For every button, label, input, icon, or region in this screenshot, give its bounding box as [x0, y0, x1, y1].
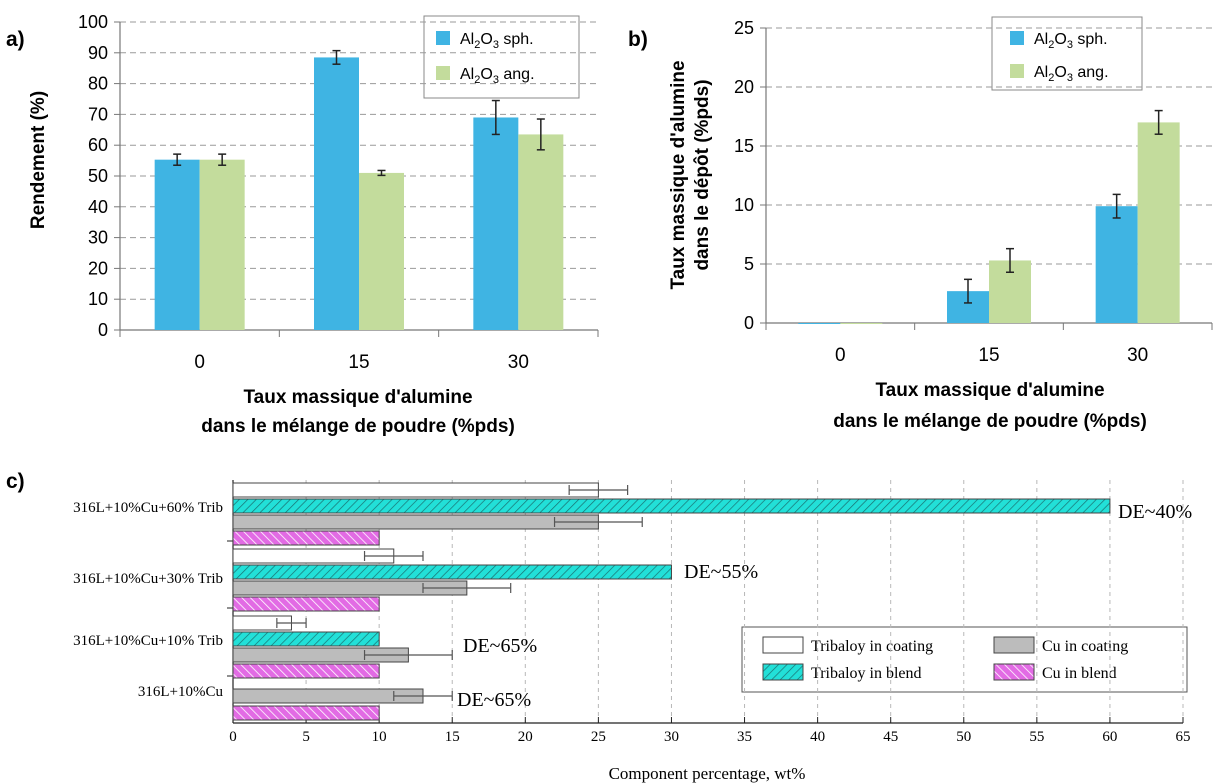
chart-b-legend-swatch-sph — [1010, 31, 1024, 45]
chart-a: Rendement (%) Taux massique d'alumine da… — [28, 12, 599, 437]
chart-b: Taux massique d'alumine dans le dépôt (%… — [668, 16, 1213, 432]
chart-b-xlabel-line1: Taux massique d'alumine — [875, 380, 1104, 401]
chart-a-bar-sph — [154, 159, 200, 330]
chart-c-legend-swatch-0 — [762, 636, 804, 654]
chart-b-ytick-label: 25 — [734, 18, 754, 38]
chart-b-ytick-label: 5 — [744, 254, 754, 274]
chart-c-legend-label-2: Cu in coating — [1042, 638, 1128, 655]
chart-c-annotation: DE~55% — [684, 561, 758, 583]
chart-a-xtick-label: 0 — [194, 352, 205, 373]
chart-c-xtick-label: 50 — [956, 729, 971, 745]
chart-c-legend-label-0: Tribaloy in coating — [811, 638, 933, 655]
chart-a-ylabel: Rendement (%) — [28, 91, 49, 229]
chart-a-legend-swatch-sph — [436, 31, 450, 45]
chart-c-legend-swatch-2 — [993, 636, 1035, 654]
chart-a-xtick-label: 15 — [348, 352, 369, 373]
chart-c-category-label: 316L+10%Cu+10% Trib — [73, 633, 223, 649]
chart-c-xlabel: Component percentage, wt% — [609, 764, 806, 783]
chart-a-ytick-label: 50 — [88, 166, 108, 186]
chart-c-bar-cu-in-blend — [232, 663, 380, 679]
chart-b-ytick-label: 10 — [734, 195, 754, 215]
chart-a-bar-ang — [518, 134, 564, 330]
chart-a-bar-ang — [359, 172, 404, 330]
chart-c-category-label: 316L+10%Cu+30% Trib — [73, 571, 223, 587]
chart-a-ytick-label: 10 — [88, 289, 108, 309]
chart-b-ytick-label: 15 — [734, 136, 754, 156]
chart-c-xtick-label: 5 — [302, 729, 310, 745]
chart-c-category-label: 316L+10%Cu+60% Trib — [73, 500, 223, 516]
chart-c-annotation: DE~65% — [457, 689, 531, 711]
chart-b-xtick-label: 15 — [978, 345, 999, 366]
panel-label-a: a) — [6, 28, 25, 51]
chart-a-ytick-label: 100 — [78, 12, 108, 32]
chart-c-xtick-label: 0 — [229, 729, 237, 745]
chart-a-xlabel-line2: dans le mélange de poudre (%pds) — [201, 416, 515, 437]
chart-c-category-label: 316L+10%Cu — [138, 684, 224, 700]
chart-a-xlabel-line1: Taux massique d'alumine — [243, 387, 472, 408]
chart-b-xtick-label: 30 — [1127, 345, 1148, 366]
chart-a-legend-swatch-ang — [436, 66, 450, 80]
chart-c-xtick-label: 40 — [810, 729, 825, 745]
chart-c-xtick-label: 60 — [1102, 729, 1117, 745]
chart-a-ytick-label: 90 — [88, 43, 108, 63]
chart-c-xtick-label: 20 — [518, 729, 533, 745]
chart-a-ytick-label: 20 — [88, 258, 108, 278]
chart-b-ylabel-line1: Taux massique d'alumine — [668, 60, 689, 289]
chart-b-bar-sph — [1095, 206, 1138, 323]
chart-c-bar-cu-in-coating — [232, 514, 599, 530]
chart-a-ytick-label: 80 — [88, 74, 108, 94]
chart-c-bar-cu-in-blend — [232, 530, 380, 546]
chart-a-ytick-label: 0 — [98, 320, 108, 340]
chart-b-ylabel-line2: dans le dépôt (%pds) — [692, 79, 713, 270]
chart-c-bar-tribaloy-in-coating — [232, 482, 599, 498]
chart-a-ytick-label: 70 — [88, 104, 108, 124]
chart-c-bar-tribaloy-in-blend — [232, 498, 1111, 514]
chart-c-annotation: DE~40% — [1118, 501, 1192, 523]
chart-c-legend-swatch-1 — [762, 663, 804, 681]
chart-c-legend-swatch-3 — [993, 663, 1035, 681]
chart-c-legend: Tribaloy in coating Cu in coating Tribal… — [741, 626, 1188, 693]
chart-b-bar-ang — [1137, 122, 1180, 324]
chart-c-xtick-label: 25 — [591, 729, 606, 745]
chart-c-annotation: DE~65% — [463, 635, 537, 657]
chart-a-ytick-label: 60 — [88, 135, 108, 155]
chart-c-xtick-label: 55 — [1029, 729, 1044, 745]
chart-c-xtick-label: 65 — [1176, 729, 1191, 745]
chart-c-xtick-label: 10 — [372, 729, 387, 745]
chart-c-legend-label-3: Cu in blend — [1042, 665, 1117, 682]
chart-b-legend-swatch-ang — [1010, 64, 1024, 78]
chart-c-bar-tribaloy-in-blend — [232, 564, 672, 580]
chart-a-ytick-label: 30 — [88, 228, 108, 248]
chart-a-bar-ang — [199, 159, 245, 330]
chart-a-bar-sph — [473, 117, 519, 330]
chart-b-xlabel-line2: dans le mélange de poudre (%pds) — [833, 411, 1147, 432]
chart-b-xtick-label: 0 — [835, 345, 846, 366]
chart-c-bar-cu-in-blend — [232, 705, 380, 721]
chart-c-bar-cu-in-blend — [232, 596, 380, 612]
chart-c-legend-box — [741, 626, 1188, 693]
chart-a-bar-sph — [314, 57, 359, 331]
chart-a-legend-box — [423, 15, 580, 99]
chart-c-xtick-label: 45 — [883, 729, 898, 745]
panel-label-b: b) — [628, 28, 648, 51]
chart-c-xtick-label: 35 — [737, 729, 752, 745]
chart-b-bar-sph — [798, 323, 841, 324]
chart-c: Component percentage, wt% Tribaloy in co… — [73, 480, 1192, 783]
chart-b-ytick-label: 0 — [744, 313, 754, 333]
chart-a-legend: Al2O3 sph. Al2O3 ang. — [423, 15, 580, 99]
chart-b-legend: Al2O3 sph. Al2O3 ang. — [991, 16, 1143, 91]
chart-c-bar-tribaloy-in-blend — [232, 631, 380, 647]
chart-b-ytick-label: 20 — [734, 77, 754, 97]
chart-c-legend-label-1: Tribaloy in blend — [811, 665, 922, 682]
panel-label-c: c) — [6, 470, 25, 493]
chart-a-xtick-label: 30 — [508, 352, 529, 373]
chart-b-bar-ang — [840, 323, 883, 324]
chart-c-xtick-label: 15 — [445, 729, 460, 745]
chart-c-xtick-label: 30 — [664, 729, 679, 745]
chart-a-ytick-label: 40 — [88, 197, 108, 217]
